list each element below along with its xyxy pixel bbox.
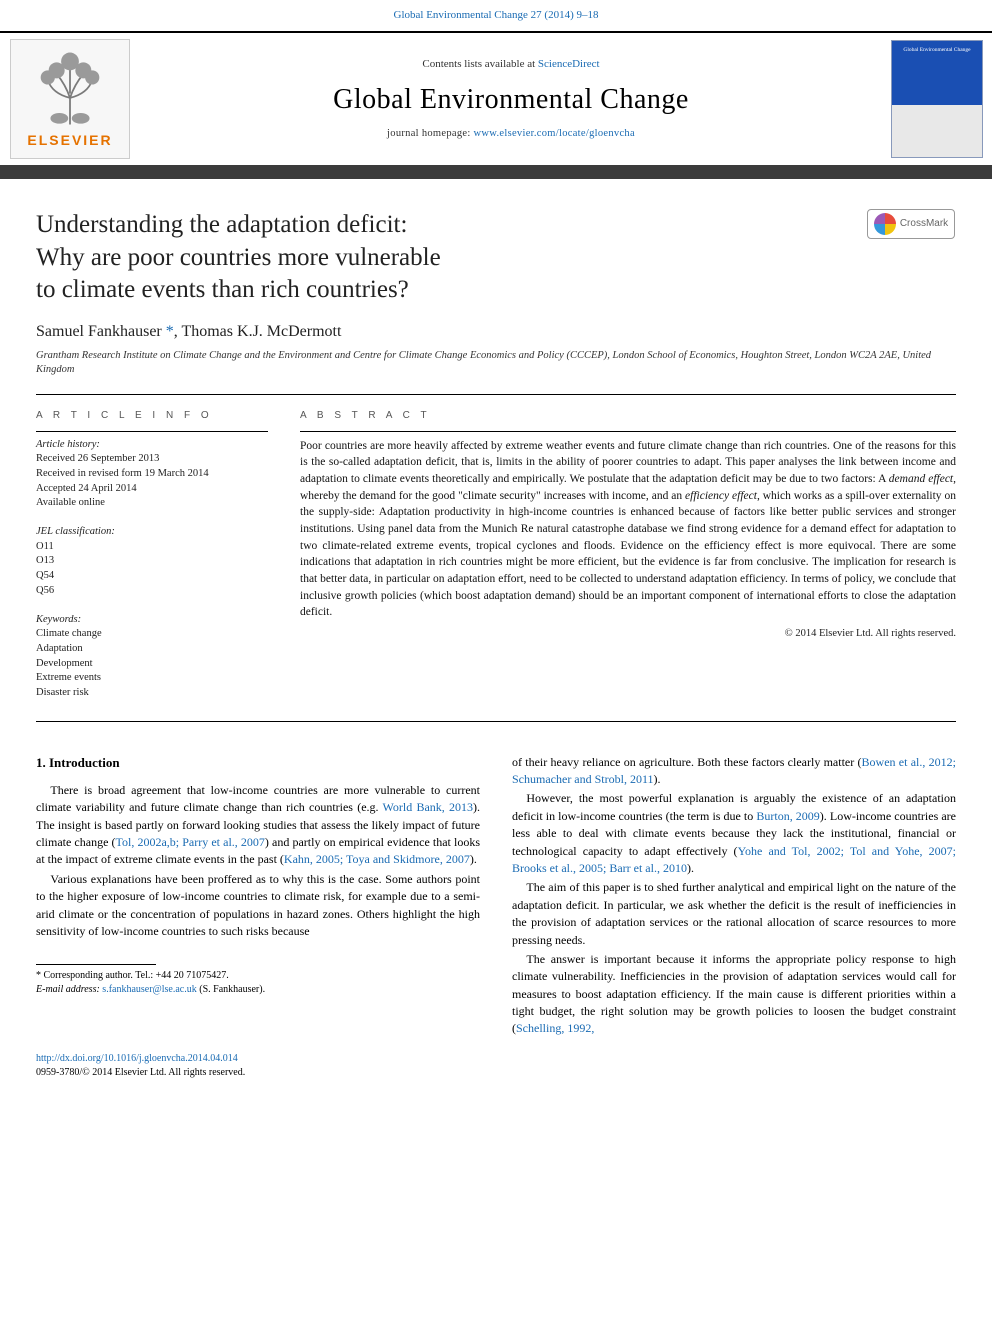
abstract-copyright: © 2014 Elsevier Ltd. All rights reserved… <box>300 627 956 642</box>
crossmark-icon <box>874 213 896 235</box>
jel-block: JEL classification: O11 O13 Q54 Q56 <box>36 525 268 598</box>
paragraph: Various explanations have been proffered… <box>36 871 480 941</box>
footnote-rule <box>36 964 156 965</box>
paragraph: There is broad agreement that low-income… <box>36 782 480 869</box>
article-info: A R T I C L E I N F O Article history: R… <box>36 409 268 715</box>
abs-frag: , which works as a spill-over externalit… <box>300 490 956 619</box>
left-column: 1. Introduction There is broad agreement… <box>36 754 480 1040</box>
history-heading: Article history: <box>36 438 268 453</box>
title-line-3: to climate events than rich countries? <box>36 276 409 303</box>
kw-item: Climate change <box>36 627 268 642</box>
email-link[interactable]: s.fankhauser@lse.ac.uk <box>102 984 196 995</box>
doi-link[interactable]: http://dx.doi.org/10.1016/j.gloenvcha.20… <box>36 1053 238 1064</box>
history-item: Accepted 24 April 2014 <box>36 482 268 497</box>
paragraph: However, the most powerful explanation i… <box>512 790 956 877</box>
title-line-2: Why are poor countries more vulnerable <box>36 244 441 271</box>
homepage-line: journal homepage: www.elsevier.com/locat… <box>140 127 882 142</box>
publisher-name: ELSEVIER <box>27 131 112 151</box>
p-frag: ). <box>470 852 477 866</box>
issn-copyright: 0959-3780/© 2014 Elsevier Ltd. All right… <box>36 1067 245 1078</box>
kw-item: Disaster risk <box>36 686 268 701</box>
abs-em: efficiency effect <box>685 490 757 502</box>
running-head: Global Environmental Change 27 (2014) 9–… <box>0 0 992 31</box>
sciencedirect-link[interactable]: ScienceDirect <box>538 58 600 70</box>
p-frag: ). <box>687 861 694 875</box>
history-item: Received 26 September 2013 <box>36 452 268 467</box>
email-label: E-mail address: <box>36 984 102 995</box>
abstract-rule <box>300 431 956 432</box>
homepage-prefix: journal homepage: <box>387 128 473 139</box>
authors: Samuel Fankhauser *, Thomas K.J. McDermo… <box>0 307 992 349</box>
crossmark-label: CrossMark <box>900 217 948 231</box>
masthead: ELSEVIER Contents lists available at Sci… <box>0 31 992 179</box>
kw-item: Extreme events <box>36 671 268 686</box>
info-rule <box>36 431 268 432</box>
cover-thumb: Global Environmental Change <box>891 40 983 158</box>
homepage-link[interactable]: www.elsevier.com/locate/gloenvcha <box>474 128 635 139</box>
jel-heading: JEL classification: <box>36 525 268 540</box>
p-frag: Various explanations have been proffered… <box>36 872 480 938</box>
kw-heading: Keywords: <box>36 613 268 628</box>
jel-item: Q56 <box>36 584 268 599</box>
page-footer: http://dx.doi.org/10.1016/j.gloenvcha.20… <box>0 1040 992 1104</box>
right-column: of their heavy reliance on agriculture. … <box>512 754 956 1040</box>
article-title-block: Understanding the adaptation deficit: Wh… <box>36 209 846 307</box>
paragraph: The answer is important because it infor… <box>512 951 956 1038</box>
jel-item: O11 <box>36 540 268 555</box>
elsevier-logo: ELSEVIER <box>10 39 130 159</box>
abs-frag: Poor countries are more heavily affected… <box>300 440 956 485</box>
publisher-logo: ELSEVIER <box>0 33 140 165</box>
citation-link[interactable]: World Bank, 2013 <box>383 800 473 814</box>
citation-link[interactable]: Schelling, 1992, <box>516 1021 594 1035</box>
jel-item: Q54 <box>36 569 268 584</box>
abstract-text: Poor countries are more heavily affected… <box>300 438 956 621</box>
corresponding-footnote: * Corresponding author. Tel.: +44 20 710… <box>36 969 480 997</box>
masthead-center: Contents lists available at ScienceDirec… <box>140 33 882 165</box>
author-2: , Thomas K.J. McDermott <box>174 323 342 340</box>
journal-name: Global Environmental Change <box>140 80 882 119</box>
paragraph: The aim of this paper is to shed further… <box>512 879 956 949</box>
tree-icon <box>25 49 115 129</box>
cover-thumb-wrap: Global Environmental Change <box>882 33 992 165</box>
contents-line: Contents lists available at ScienceDirec… <box>140 57 882 72</box>
affiliation: Grantham Research Institute on Climate C… <box>0 349 992 387</box>
email-tail: (S. Fankhauser). <box>197 984 265 995</box>
author-1: Samuel Fankhauser <box>36 323 162 340</box>
kw-item: Development <box>36 657 268 672</box>
jel-item: O13 <box>36 554 268 569</box>
citation-link[interactable]: Kahn, 2005; Toya and Skidmore, 2007 <box>284 852 470 866</box>
keywords-block: Keywords: Climate change Adaptation Deve… <box>36 613 268 701</box>
title-line-1: Understanding the adaptation deficit: <box>36 211 407 238</box>
history-item: Received in revised form 19 March 2014 <box>36 467 268 482</box>
p-frag: of their heavy reliance on agriculture. … <box>512 755 862 769</box>
abstract-label: A B S T R A C T <box>300 409 956 423</box>
corr-tel: * Corresponding author. Tel.: +44 20 710… <box>36 969 480 983</box>
running-head-link[interactable]: Global Environmental Change 27 (2014) 9–… <box>394 9 599 21</box>
rule-bottom <box>36 721 956 722</box>
body: 1. Introduction There is broad agreement… <box>0 728 992 1040</box>
citation-link[interactable]: Burton, 2009 <box>756 809 819 823</box>
contents-prefix: Contents lists available at <box>422 58 537 70</box>
abstract: A B S T R A C T Poor countries are more … <box>300 409 956 715</box>
p-frag: ). <box>654 772 661 786</box>
section-heading: 1. Introduction <box>36 754 480 772</box>
citation-link[interactable]: Tol, 2002a,b; Parry et al., 2007 <box>116 835 265 849</box>
corresponding-marker[interactable]: * <box>166 323 174 340</box>
abs-em: demand effect <box>889 473 953 485</box>
cover-thumb-title: Global Environmental Change <box>903 47 970 54</box>
rule-top <box>36 394 956 395</box>
history-item: Available online <box>36 496 268 511</box>
kw-item: Adaptation <box>36 642 268 657</box>
paragraph: of their heavy reliance on agriculture. … <box>512 754 956 789</box>
history-block: Article history: Received 26 September 2… <box>36 438 268 511</box>
crossmark[interactable]: CrossMark <box>866 209 956 307</box>
article-title: Understanding the adaptation deficit: Wh… <box>36 209 846 307</box>
p-frag: The aim of this paper is to shed further… <box>512 880 956 946</box>
info-label: A R T I C L E I N F O <box>36 409 268 423</box>
